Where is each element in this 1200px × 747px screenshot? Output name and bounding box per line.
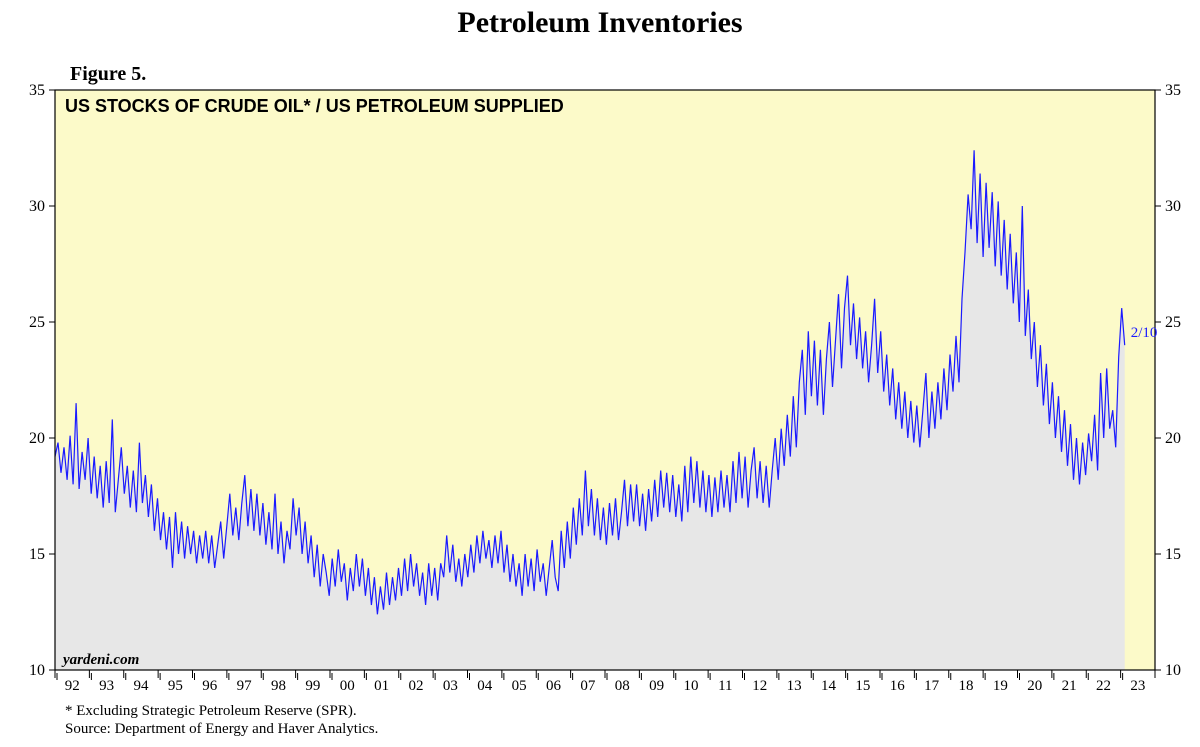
- svg-text:25: 25: [1165, 314, 1181, 331]
- figure-label: Figure 5.: [70, 63, 146, 85]
- svg-text:05: 05: [512, 678, 527, 694]
- svg-text:03: 03: [443, 678, 458, 694]
- svg-text:16: 16: [890, 678, 906, 694]
- svg-text:95: 95: [168, 678, 183, 694]
- svg-text:12: 12: [752, 678, 767, 694]
- svg-text:04: 04: [477, 678, 493, 694]
- svg-text:35: 35: [29, 82, 45, 99]
- svg-text:22: 22: [1096, 678, 1111, 694]
- last-point-label: 2/10: [1131, 325, 1158, 341]
- svg-text:10: 10: [29, 662, 45, 679]
- svg-text:15: 15: [29, 546, 45, 563]
- svg-text:25: 25: [29, 314, 45, 331]
- footnote-2: Source: Department of Energy and Haver A…: [65, 721, 378, 737]
- watermark: yardeni.com: [61, 652, 139, 668]
- svg-text:97: 97: [237, 678, 253, 694]
- svg-text:17: 17: [924, 678, 940, 694]
- svg-text:20: 20: [1165, 430, 1181, 447]
- svg-text:99: 99: [305, 678, 320, 694]
- svg-text:93: 93: [99, 678, 114, 694]
- svg-text:23: 23: [1130, 678, 1145, 694]
- svg-text:20: 20: [1027, 678, 1042, 694]
- svg-text:30: 30: [1165, 198, 1181, 215]
- svg-text:08: 08: [615, 678, 630, 694]
- svg-text:07: 07: [580, 678, 596, 694]
- svg-text:19: 19: [993, 678, 1008, 694]
- svg-text:11: 11: [718, 678, 732, 694]
- svg-text:35: 35: [1165, 82, 1181, 99]
- svg-text:20: 20: [29, 430, 45, 447]
- svg-text:01: 01: [374, 678, 389, 694]
- svg-text:30: 30: [29, 198, 45, 215]
- svg-text:15: 15: [855, 678, 870, 694]
- svg-text:02: 02: [408, 678, 423, 694]
- chart-title: Petroleum Inventories: [0, 0, 1200, 40]
- svg-text:18: 18: [958, 678, 973, 694]
- svg-text:10: 10: [683, 678, 698, 694]
- svg-text:21: 21: [1062, 678, 1077, 694]
- svg-text:00: 00: [340, 678, 355, 694]
- svg-text:14: 14: [821, 678, 837, 694]
- svg-text:10: 10: [1165, 662, 1181, 679]
- svg-text:96: 96: [202, 678, 218, 694]
- chart-container: Petroleum Inventories 10 10 15 15 20 20 25 25 30…: [0, 0, 1200, 747]
- svg-text:15: 15: [1165, 546, 1181, 563]
- chart-header: US STOCKS OF CRUDE OIL* / US PETROLEUM S…: [65, 96, 564, 116]
- svg-text:09: 09: [649, 678, 664, 694]
- svg-text:94: 94: [133, 678, 149, 694]
- footnote-1: * Excluding Strategic Petroleum Reserve …: [65, 703, 357, 719]
- svg-text:92: 92: [65, 678, 80, 694]
- svg-text:98: 98: [271, 678, 286, 694]
- svg-text:06: 06: [546, 678, 562, 694]
- svg-text:13: 13: [787, 678, 802, 694]
- chart-svg: 10 10 15 15 20 20 25 25 30 30 35 35 92 93 94 95 96 97 98 99…: [0, 40, 1200, 747]
